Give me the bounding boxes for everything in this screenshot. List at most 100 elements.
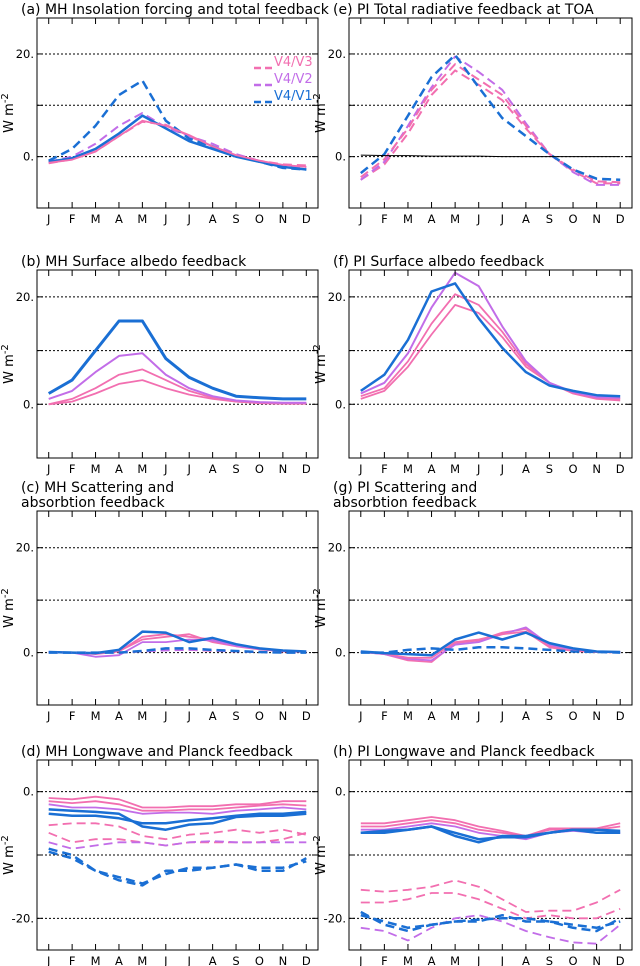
series-line: [48, 847, 307, 885]
month-label: J: [476, 212, 480, 226]
month-label: F: [381, 954, 388, 966]
month-label: J: [46, 954, 50, 966]
month-label: A: [522, 462, 530, 476]
panel-7: (h) PI Longwave and Planck feedback J F M A M…: [312, 744, 633, 966]
month-label: J: [187, 462, 191, 476]
month-label: N: [279, 709, 288, 723]
month-label: D: [302, 954, 311, 966]
y-axis-label-sup: -2: [0, 835, 11, 845]
panel-title: (d) MH Longwave and Planck feedback: [21, 744, 294, 760]
month-label: J: [476, 462, 480, 476]
month-label: M: [137, 462, 147, 476]
series-line: [360, 825, 621, 844]
y-tick-label: 0.: [23, 397, 34, 411]
month-label: J: [46, 462, 50, 476]
month-label: J: [500, 462, 504, 476]
series-line: [48, 114, 307, 171]
month-label: J: [46, 212, 50, 226]
month-label: F: [69, 462, 76, 476]
month-label: J: [500, 954, 504, 966]
series-line: [360, 914, 621, 945]
y-tick-label: 0.: [335, 785, 346, 799]
month-label: J: [358, 954, 362, 966]
series-line: [47, 319, 307, 401]
month-label: S: [232, 212, 239, 226]
panel-title: (g) PI Scattering and: [333, 480, 477, 496]
month-label: A: [115, 709, 123, 723]
y-axis-label-sup: -2: [312, 588, 323, 598]
month-label: D: [302, 212, 311, 226]
month-label: J: [187, 954, 191, 966]
month-label: M: [137, 709, 147, 723]
panel-title: (e) PI Total radiative feedback at TOA: [333, 2, 594, 18]
month-label: A: [209, 954, 217, 966]
month-label: D: [616, 709, 625, 723]
plot-frame: [348, 269, 633, 459]
month-label: O: [569, 709, 578, 723]
month-label: O: [255, 212, 264, 226]
panel-title: absorbtion feedback: [333, 495, 477, 511]
panel-1: (e) PI Total radiative feedback at TOA J F…: [312, 2, 633, 226]
y-axis-label: W m-2: [0, 835, 17, 875]
panel-0: (a) MH Insolation forcing and total feed…: [0, 2, 330, 226]
month-label: J: [163, 954, 167, 966]
month-label: F: [69, 212, 76, 226]
month-label: M: [450, 212, 460, 226]
series-line: [360, 53, 621, 182]
y-axis-label-main: W m: [314, 103, 329, 133]
series-line: [48, 647, 307, 654]
month-label: O: [569, 954, 578, 966]
series-line: [48, 810, 307, 825]
y-axis-label: W m-2: [312, 588, 329, 628]
y-axis-label: W m-2: [312, 835, 329, 875]
plot-frame: [348, 17, 633, 209]
month-label: D: [302, 462, 311, 476]
series-line: [48, 803, 307, 815]
month-label: A: [115, 462, 123, 476]
month-label: J: [358, 709, 362, 723]
month-label: S: [232, 462, 239, 476]
series-line: [48, 850, 307, 887]
month-label: D: [616, 954, 625, 966]
month-label: N: [279, 462, 288, 476]
panel-title: (h) PI Longwave and Planck feedback: [333, 744, 596, 760]
month-label: S: [232, 954, 239, 966]
month-label: F: [69, 709, 76, 723]
y-axis-label-main: W m: [314, 845, 329, 875]
month-label: A: [522, 212, 530, 226]
y-axis-label-sup: -2: [0, 344, 11, 354]
month-label: F: [381, 212, 388, 226]
y-tick-label: -20.: [324, 911, 346, 925]
month-label: S: [546, 212, 553, 226]
series-line: [48, 119, 307, 168]
y-tick-label: -20.: [12, 911, 34, 925]
month-label: N: [592, 212, 601, 226]
month-label: F: [381, 709, 388, 723]
series-line: [360, 271, 621, 399]
month-label: O: [569, 462, 578, 476]
month-label: J: [358, 212, 362, 226]
panel-title: (a) MH Insolation forcing and total feed…: [21, 2, 330, 18]
series-line: [360, 282, 621, 398]
series-line: [48, 800, 307, 812]
month-label: M: [91, 954, 101, 966]
y-axis-label-sup: -2: [312, 835, 323, 845]
month-label: A: [115, 954, 123, 966]
month-label: N: [592, 462, 601, 476]
y-axis-label-main: W m: [2, 845, 17, 875]
y-axis-label-main: W m: [2, 103, 17, 133]
month-label: F: [381, 462, 388, 476]
month-label: M: [91, 709, 101, 723]
y-axis-label-main: W m: [314, 354, 329, 384]
y-axis-label: W m-2: [0, 588, 17, 628]
panel-title: (b) MH Surface albedo feedback: [21, 254, 247, 270]
month-label: O: [255, 954, 264, 966]
y-axis-label-sup: -2: [0, 93, 11, 103]
y-tick-label: 20.: [328, 47, 346, 61]
month-label: M: [403, 212, 413, 226]
series-line: [360, 69, 621, 185]
y-tick-label: 20.: [328, 290, 346, 304]
legend-label: V4/V3: [274, 55, 313, 70]
series-line: [360, 646, 621, 654]
